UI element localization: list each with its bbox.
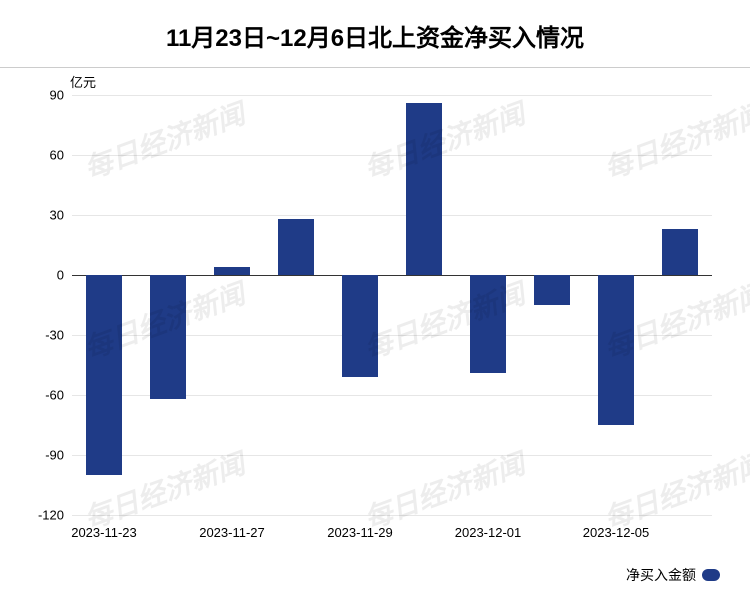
bar	[342, 275, 377, 377]
bar	[86, 275, 121, 475]
x-tick-label: 2023-11-29	[327, 525, 393, 540]
bar	[534, 275, 569, 305]
gridline	[72, 455, 712, 456]
bar	[214, 267, 249, 275]
x-tick-label: 2023-12-01	[455, 525, 522, 540]
y-tick-label: -60	[45, 388, 64, 403]
chart-plot-area: -120-90-60-3003060902023-11-232023-11-27…	[72, 95, 712, 515]
y-axis-unit: 亿元	[70, 72, 96, 91]
y-tick-label: -30	[45, 328, 64, 343]
y-tick-label: 30	[50, 208, 64, 223]
bar	[278, 219, 313, 275]
x-tick-label: 2023-12-05	[583, 525, 650, 540]
y-tick-label: 60	[50, 148, 64, 163]
gridline	[72, 155, 712, 156]
bar	[470, 275, 505, 373]
legend-label: 净买入金额	[626, 565, 696, 585]
y-tick-label: 90	[50, 88, 64, 103]
y-tick-label: -90	[45, 448, 64, 463]
y-tick-label: -120	[38, 508, 64, 523]
legend-swatch	[702, 569, 720, 581]
bar	[150, 275, 185, 399]
bar	[406, 103, 441, 275]
bar	[662, 229, 697, 275]
gridline	[72, 515, 712, 516]
gridline	[72, 95, 712, 96]
gridline	[72, 215, 712, 216]
x-tick-label: 2023-11-27	[199, 525, 265, 540]
legend: 净买入金额	[626, 565, 720, 585]
bar	[598, 275, 633, 425]
chart-title-area: 11月23日~12月6日北上资金净买入情况	[0, 0, 750, 68]
x-tick-label: 2023-11-23	[71, 525, 137, 540]
chart-title: 11月23日~12月6日北上资金净买入情况	[0, 18, 750, 53]
y-tick-label: 0	[57, 268, 64, 283]
